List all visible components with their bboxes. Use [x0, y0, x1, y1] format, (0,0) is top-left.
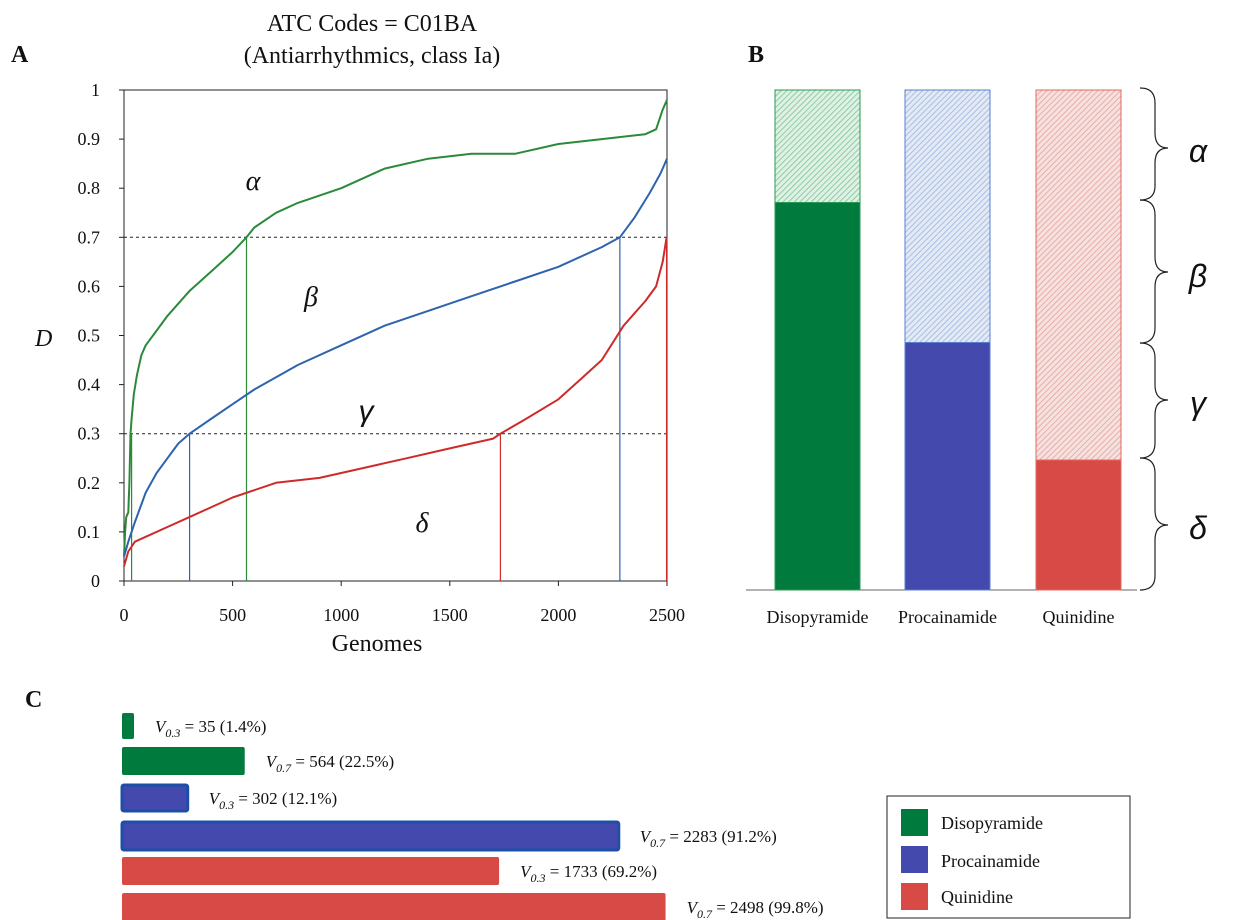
- bar-upper-disopyramide: [774, 89, 861, 203]
- plot-frame: [123, 89, 668, 582]
- brace-alpha: [1139, 87, 1169, 201]
- y-tick-label: 0.3: [78, 424, 101, 444]
- brace-label-alpha: α: [1189, 133, 1208, 169]
- y-tick-label: 0.4: [78, 375, 101, 395]
- x-tick-label: 2500: [649, 605, 685, 625]
- brace-label-gamma: γ: [1190, 385, 1208, 421]
- hbar-label: V0.7 = 2498 (99.8%): [687, 898, 824, 920]
- hbar-procainamide: [120, 783, 190, 813]
- x-tick-label: 1500: [432, 605, 468, 625]
- horizontal-bars: V0.3 = 35 (1.4%)V0.7 = 564 (22.5%) V0.3 =…: [120, 713, 824, 920]
- legend: Disopyramide Procainamide Quinidine: [886, 795, 1131, 919]
- region-label-beta: β: [303, 282, 318, 313]
- y-tick-label: 0.6: [78, 276, 101, 296]
- hbar-label: V0.7 = 564 (22.5%): [266, 752, 394, 775]
- hbar-disopyramide: [122, 713, 134, 739]
- bar-upper-procainamide: [904, 89, 991, 343]
- y-tick-label: 0.1: [78, 522, 101, 542]
- brace-delta: [1139, 457, 1169, 591]
- hbar-label: V0.3 = 302 (12.1%): [209, 789, 337, 812]
- hbar-quinidine: [122, 893, 666, 920]
- x-tick-label: 2000: [540, 605, 576, 625]
- stacked-bars: [774, 89, 1122, 591]
- category-label-procainamide: Procainamide: [898, 607, 997, 627]
- panel-b: B Disopyramide Procainamide Quinidine α β …: [746, 42, 1208, 627]
- braces: [1139, 87, 1169, 591]
- series-line-disopyramide: [123, 99, 668, 557]
- bar-lower-disopyramide: [774, 202, 861, 591]
- x-tick-label: 0: [120, 605, 129, 625]
- y-axis-title: D: [34, 326, 52, 352]
- brace-gamma: [1139, 342, 1169, 459]
- x-tick-label: 500: [219, 605, 246, 625]
- hbar-label: V0.3 = 35 (1.4%): [155, 717, 266, 740]
- hbar-label: V0.3 = 1733 (69.2%): [520, 862, 657, 885]
- x-tick-label: 1000: [323, 605, 359, 625]
- legend-swatch-procainamide: [901, 846, 928, 873]
- panel-c-letter: C: [25, 687, 42, 713]
- bar-lower-quinidine: [1035, 459, 1122, 591]
- y-tick-label: 0.9: [78, 129, 101, 149]
- legend-swatch-quinidine: [901, 883, 928, 910]
- series-line-quinidine: [123, 237, 668, 567]
- series-line-procainamide: [123, 158, 668, 557]
- y-tick-label: 0.5: [78, 326, 101, 346]
- region-label-gamma: γ: [359, 395, 376, 428]
- y-tick-label: 0: [91, 571, 100, 591]
- vertical-markers: [131, 237, 668, 581]
- x-axis: 0 500 1000 1500 2000 2500: [120, 581, 685, 625]
- y-axis: 0 0.1 0.2 0.3 0.4 0.5 0.6 0.7 0.8 0.9 1: [78, 80, 124, 591]
- brace-label-delta: δ: [1189, 510, 1208, 546]
- brace-beta: [1139, 199, 1169, 344]
- chart-subtitle: (Antiarrhythmics, class Ia): [244, 43, 501, 69]
- brace-label-beta: β: [1188, 258, 1207, 294]
- hbar-disopyramide: [122, 747, 245, 775]
- x-axis-title: Genomes: [332, 631, 423, 657]
- hbar-procainamide: [120, 820, 621, 852]
- chart-title: ATC Codes = C01BA: [267, 11, 478, 37]
- panel-a: A ATC Codes = C01BA (Antiarrhythmics, cl…: [11, 11, 685, 657]
- hbar-label: V0.7 = 2283 (91.2%): [640, 827, 777, 850]
- y-tick-label: 0.2: [78, 473, 101, 493]
- region-label-delta: δ: [415, 508, 429, 539]
- series-lines: [123, 99, 668, 567]
- y-tick-label: 0.7: [78, 227, 101, 247]
- bar-upper-quinidine: [1035, 89, 1122, 461]
- region-label-alpha: α: [246, 166, 262, 197]
- legend-swatch-disopyramide: [901, 809, 928, 836]
- panel-c: C V0.3 = 35 (1.4%)V0.7 = 564 (22.5%)V0.3…: [25, 687, 1131, 920]
- category-label-disopyramide: Disopyramide: [767, 607, 869, 627]
- hbar-quinidine: [122, 857, 500, 885]
- y-tick-label: 0.8: [78, 178, 101, 198]
- legend-label-procainamide: Procainamide: [941, 851, 1040, 871]
- category-labels: Disopyramide Procainamide Quinidine: [767, 607, 1115, 627]
- bar-lower-procainamide: [904, 342, 991, 591]
- panel-b-letter: B: [748, 42, 764, 68]
- legend-label-quinidine: Quinidine: [941, 887, 1013, 907]
- panel-a-letter: A: [11, 42, 29, 68]
- threshold-lines: [124, 236, 667, 435]
- y-tick-label: 1: [91, 80, 100, 100]
- category-label-quinidine: Quinidine: [1043, 607, 1115, 627]
- legend-label-disopyramide: Disopyramide: [941, 813, 1043, 833]
